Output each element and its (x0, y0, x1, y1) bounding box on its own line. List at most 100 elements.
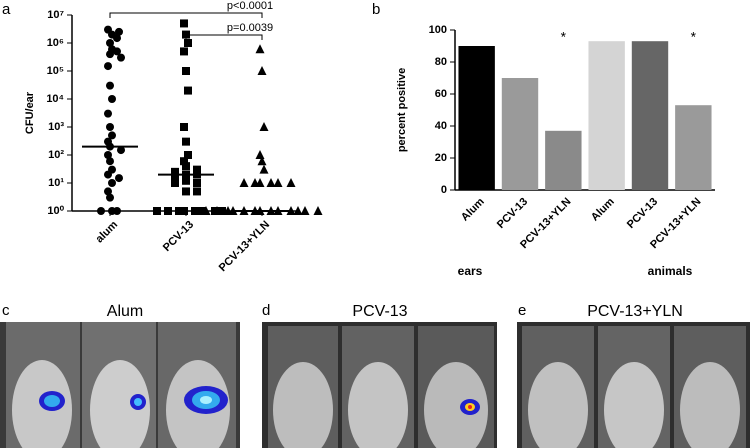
y-tick-label: 10³ (48, 121, 64, 133)
data-point (115, 27, 123, 36)
data-point (104, 62, 112, 71)
data-point (259, 164, 269, 174)
data-point (184, 86, 192, 95)
data-point (201, 206, 211, 215)
x-tick-label: Alum (589, 196, 617, 224)
data-point (171, 179, 179, 187)
y-axis-label: percent positive (396, 68, 408, 152)
image-c (0, 322, 240, 448)
data-point (175, 207, 183, 215)
data-point (106, 81, 114, 90)
group-label: ears (458, 264, 483, 278)
data-point (106, 39, 114, 47)
y-tick-label: 40 (435, 120, 447, 132)
y-tick-label: 60 (435, 88, 447, 100)
y-tick-label: 20 (435, 152, 447, 164)
data-point (117, 53, 125, 62)
x-tick-label: Alum (459, 196, 487, 224)
panel-label: c (2, 302, 10, 319)
data-point (106, 50, 114, 59)
data-point (257, 156, 267, 166)
data-point (191, 207, 199, 215)
image-e (517, 322, 750, 448)
data-point (255, 150, 265, 159)
data-point (104, 170, 112, 179)
data-point (198, 207, 206, 215)
data-point (171, 167, 179, 176)
data-point (266, 178, 276, 187)
data-point (273, 178, 283, 187)
data-point (108, 131, 116, 140)
x-tick-label: PCV-13+YLN (217, 219, 272, 274)
data-point (113, 207, 121, 215)
comparison-bracket (185, 34, 263, 40)
data-point (300, 206, 310, 215)
data-point (106, 123, 114, 131)
data-point (255, 44, 265, 54)
data-point (180, 19, 188, 28)
data-point (239, 178, 249, 187)
y-tick-label: 10⁵ (47, 65, 64, 77)
data-point (108, 179, 116, 187)
y-tick-label: 10⁶ (47, 37, 64, 49)
data-point (286, 206, 296, 215)
data-point (180, 47, 188, 56)
panel-label: b (372, 1, 380, 18)
data-point (117, 146, 125, 155)
data-point (180, 157, 188, 166)
y-tick-label: 10² (48, 149, 64, 161)
data-point (313, 206, 323, 215)
image-title: Alum (107, 303, 143, 320)
data-point (182, 187, 190, 196)
data-point (97, 207, 105, 215)
comparison-bracket (109, 12, 263, 18)
data-point (104, 187, 112, 196)
data-point (153, 207, 161, 215)
data-point (182, 67, 190, 75)
bar (545, 130, 582, 190)
data-point (212, 206, 222, 215)
data-point (104, 151, 112, 159)
bar (458, 46, 495, 190)
panel-label: e (518, 302, 526, 319)
y-tick-label: 100 (429, 24, 447, 36)
data-point (171, 174, 179, 183)
panel-label: a (2, 1, 11, 18)
y-tick-label: 80 (435, 56, 447, 68)
data-point (182, 162, 190, 171)
y-tick-label: 10⁰ (47, 205, 64, 217)
data-point (164, 207, 172, 215)
image-d (262, 322, 497, 448)
data-point (193, 165, 201, 174)
panel-label: d (262, 302, 270, 319)
y-axis-label: CFU/ear (24, 91, 36, 134)
data-point (182, 176, 190, 185)
data-point (286, 178, 296, 187)
data-point (223, 206, 233, 215)
data-point (193, 179, 201, 187)
data-point (104, 109, 112, 118)
y-tick-label: 10⁴ (46, 93, 64, 105)
data-point (293, 206, 303, 215)
data-point (182, 137, 190, 146)
comparison-label: p<0.0001 (227, 0, 273, 12)
data-point (106, 193, 114, 202)
data-point (193, 187, 201, 196)
data-point (180, 123, 188, 131)
data-point (250, 178, 260, 187)
x-tick-label: PCV-13 (161, 219, 196, 254)
data-point (218, 207, 226, 215)
bar (588, 41, 625, 191)
comparison-label: p=0.0039 (227, 22, 273, 34)
data-point (184, 39, 192, 47)
x-tick-label: PCV-13 (625, 196, 660, 231)
y-tick-label: 10⁷ (47, 9, 64, 21)
data-point (113, 47, 121, 56)
image-title: PCV-13 (352, 303, 407, 320)
y-tick-label: 10¹ (48, 177, 64, 189)
bar (631, 41, 669, 191)
group-label: animals (648, 264, 693, 278)
data-point (115, 174, 123, 183)
